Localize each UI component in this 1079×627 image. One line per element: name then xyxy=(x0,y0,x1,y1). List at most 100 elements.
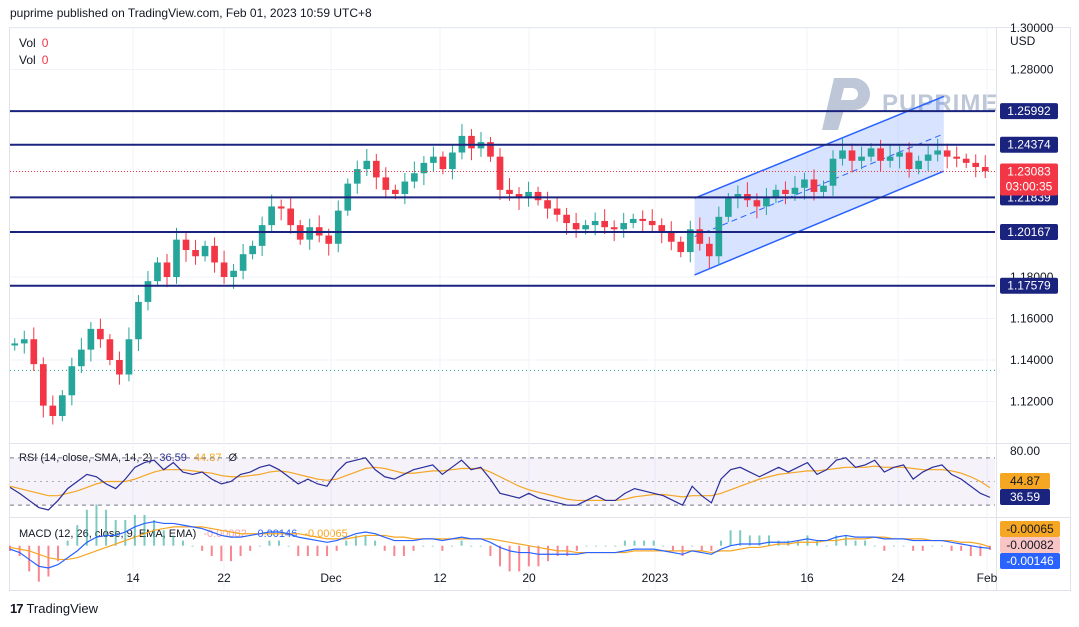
tradingview-logo: 17 TradingView xyxy=(10,601,98,616)
macd-histogram-bar xyxy=(143,514,146,546)
x-tick-label: 14 xyxy=(126,571,140,585)
macd-histogram-bar xyxy=(249,545,252,551)
tradingview-logo-text: TradingView xyxy=(26,601,99,616)
publish-header: puprime published on TradingView.com, Fe… xyxy=(10,6,372,20)
candle-body xyxy=(135,301,142,340)
macd-histogram-bar xyxy=(153,520,156,546)
volume-value: 0 xyxy=(41,36,49,50)
macd-line xyxy=(9,521,991,569)
candle-body xyxy=(572,223,580,230)
candle-body xyxy=(639,218,647,221)
macd-signal-tag-label: -0.00065 xyxy=(1006,522,1054,536)
y-tick-label: 1.28000 xyxy=(1010,63,1054,77)
macd-histogram-bar xyxy=(508,545,511,572)
macd-histogram-bar xyxy=(979,545,982,556)
candle-body xyxy=(905,152,913,170)
candle-body xyxy=(211,245,218,263)
level-price-label: 1.24374 xyxy=(1007,138,1051,152)
macd-histogram-bar xyxy=(902,545,905,547)
macd-histogram-bar xyxy=(739,530,742,546)
candle-body xyxy=(877,148,884,161)
macd-histogram-bar xyxy=(191,545,194,547)
macd-histogram-bar xyxy=(441,545,444,551)
candle-body xyxy=(239,254,247,271)
macd-histogram-bar xyxy=(172,535,175,546)
candle-body xyxy=(277,206,285,209)
level-price-label: 1.20167 xyxy=(1007,225,1051,239)
macd-histogram-bar xyxy=(316,545,319,556)
macd-histogram-bar xyxy=(278,540,281,546)
macd-histogram-bar xyxy=(796,540,799,546)
x-tick-label: 20 xyxy=(522,571,536,585)
candle-body xyxy=(163,262,171,277)
macd-histogram-bar xyxy=(287,545,290,547)
macd-histogram-bar xyxy=(912,545,915,551)
candle-body xyxy=(839,150,846,159)
x-tick-label: Feb xyxy=(977,571,998,585)
macd-histogram-bar xyxy=(816,540,819,546)
macd-histogram-bar xyxy=(729,530,732,546)
candle-body xyxy=(353,169,361,184)
macd-histogram-bar xyxy=(162,530,165,546)
candle-body xyxy=(268,206,275,226)
candle-body xyxy=(449,152,456,170)
macd-histogram-bar xyxy=(643,540,646,546)
candle-body xyxy=(363,160,371,170)
macd-histogram-bar xyxy=(258,545,261,547)
macd-histogram-bar xyxy=(76,525,79,546)
macd-histogram-bar xyxy=(326,545,329,556)
candle-body xyxy=(801,179,808,188)
candle-body xyxy=(173,239,180,277)
macd-histogram-bar xyxy=(691,545,694,547)
candle-body xyxy=(648,220,656,226)
macd-histogram-bar xyxy=(374,540,377,546)
candle-body xyxy=(325,235,333,244)
level-price-tag xyxy=(1000,136,1058,153)
candle-body xyxy=(192,250,199,257)
candle-body xyxy=(78,349,85,367)
candle-body xyxy=(116,360,123,375)
macd-histogram-bar xyxy=(345,540,348,546)
candle-body xyxy=(715,216,723,257)
puprime-watermark: PUPRIME xyxy=(820,76,998,132)
macd-histogram-bar xyxy=(239,545,242,556)
candle-body xyxy=(725,198,732,217)
x-tick-label: 2023 xyxy=(642,571,669,585)
candle-body xyxy=(544,200,551,209)
level-price-tag xyxy=(1000,277,1058,294)
candle-body xyxy=(258,225,266,246)
candle-body xyxy=(563,214,570,224)
last-price-tag xyxy=(1000,163,1058,196)
macd-histogram-bar xyxy=(527,545,530,567)
rsi-ma-tag-label: 44.87 xyxy=(1010,474,1040,488)
candle-body xyxy=(696,229,704,244)
macd-histogram-bar xyxy=(585,545,588,547)
macd-hist-tag-label: -0.00082 xyxy=(1006,538,1054,552)
macd-histogram-bar xyxy=(85,509,88,546)
macd-histogram-bar xyxy=(825,545,828,547)
macd-histogram-bar xyxy=(921,545,924,551)
macd-histogram-bar xyxy=(768,535,771,546)
candle-body xyxy=(201,245,209,257)
macd-histogram-bar xyxy=(758,535,761,546)
macd-histogram-bar xyxy=(518,545,521,572)
volume-label: Vol xyxy=(19,53,36,67)
candle-body xyxy=(411,173,418,182)
level-price-tag xyxy=(1000,103,1058,120)
candle-body xyxy=(11,343,19,346)
macd-histogram-bar xyxy=(9,545,11,551)
macd-histogram-bar xyxy=(595,545,598,547)
macd-histogram-bar xyxy=(181,540,184,546)
macd-histogram-bar xyxy=(57,545,60,562)
macd-tag xyxy=(1000,553,1060,569)
candle-body xyxy=(972,162,980,168)
volume-legend-2: Vol 0 xyxy=(19,53,48,67)
macd-histogram-bar xyxy=(306,545,309,556)
macd-histogram-bar xyxy=(18,545,21,556)
macd-histogram-bar xyxy=(931,545,934,547)
y-tick-label: 1.12000 xyxy=(1010,395,1054,409)
level-price-tag xyxy=(1000,224,1058,241)
macd-histogram-bar xyxy=(844,535,847,546)
macd-histogram-bar xyxy=(892,545,895,547)
